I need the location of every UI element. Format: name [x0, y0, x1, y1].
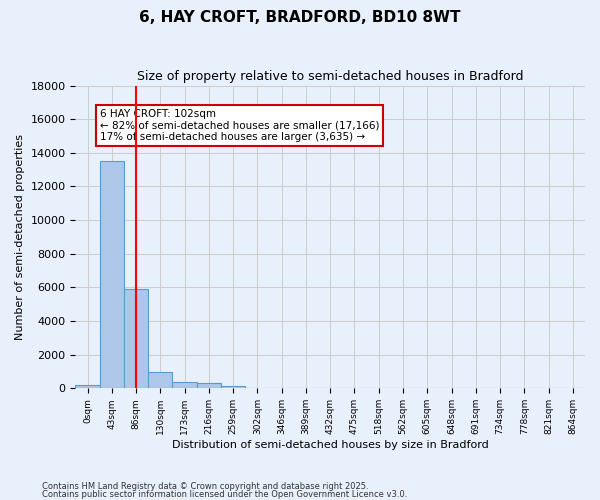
- Bar: [100, 162, 124, 388]
- X-axis label: Distribution of semi-detached houses by size in Bradford: Distribution of semi-detached houses by …: [172, 440, 488, 450]
- Y-axis label: Number of semi-detached properties: Number of semi-detached properties: [15, 134, 25, 340]
- Bar: [148, 372, 172, 388]
- Bar: [76, 385, 100, 388]
- Bar: [197, 384, 221, 388]
- Text: 6 HAY CROFT: 102sqm
← 82% of semi-detached houses are smaller (17,166)
17% of se: 6 HAY CROFT: 102sqm ← 82% of semi-detach…: [100, 109, 379, 142]
- Bar: [221, 386, 245, 388]
- Bar: [172, 382, 197, 388]
- Text: Contains HM Land Registry data © Crown copyright and database right 2025.: Contains HM Land Registry data © Crown c…: [42, 482, 368, 491]
- Bar: [124, 289, 148, 388]
- Title: Size of property relative to semi-detached houses in Bradford: Size of property relative to semi-detach…: [137, 70, 523, 83]
- Text: 6, HAY CROFT, BRADFORD, BD10 8WT: 6, HAY CROFT, BRADFORD, BD10 8WT: [139, 10, 461, 25]
- Text: Contains public sector information licensed under the Open Government Licence v3: Contains public sector information licen…: [42, 490, 407, 499]
